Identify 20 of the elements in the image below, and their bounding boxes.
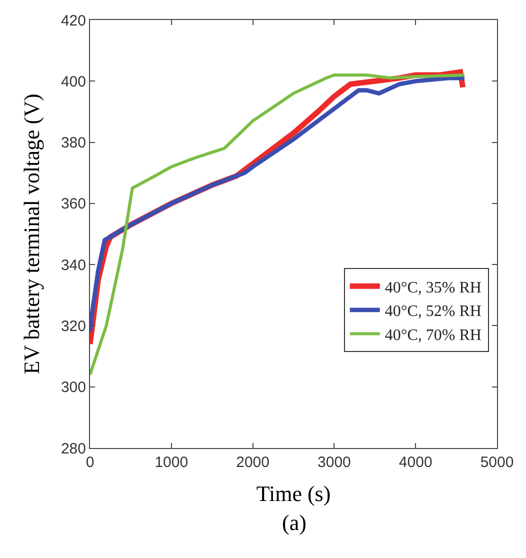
y-tick-label: 300 <box>60 379 86 396</box>
x-tick-label: 4000 <box>398 454 432 471</box>
legend-label: 40°C, 70% RH <box>384 326 482 344</box>
y-axis-title: EV battery terminal voltage (V) <box>18 94 44 374</box>
text: (a) <box>282 510 306 535</box>
x-tick-label: 5000 <box>480 454 514 471</box>
x-tick-label: 2000 <box>236 454 270 471</box>
y-tick-label: 380 <box>60 134 86 152</box>
x-tick-label: 3000 <box>318 454 351 471</box>
y-tick-label: 360 <box>60 196 86 213</box>
x-tick-label: 1000 <box>154 454 188 471</box>
x-axis-title: Time (s) <box>256 480 331 506</box>
y-tick-label: 320 <box>60 318 86 335</box>
y-tick-label: 400 <box>60 73 86 90</box>
y-tick-label: 280 <box>60 440 86 458</box>
y-tick-label: 340 <box>60 256 86 274</box>
legend-label: 40°C, 52% RH <box>384 303 482 320</box>
y-tick-label: 420 <box>60 12 86 30</box>
legend-label: 40°C, 35% RH <box>384 279 482 296</box>
x-tick-label: 0 <box>86 454 94 471</box>
